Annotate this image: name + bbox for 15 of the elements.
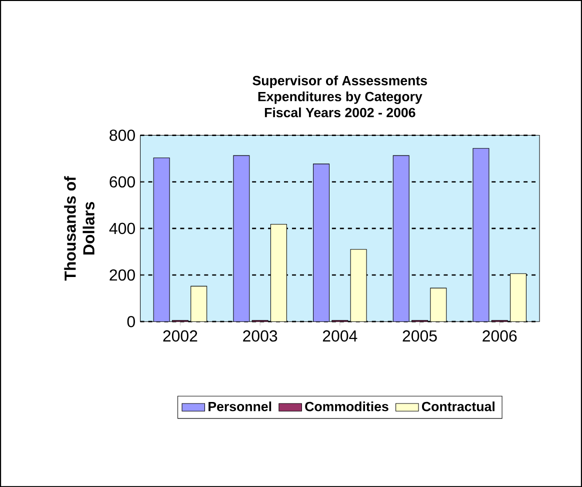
y-axis-title: Thousands of Dollars — [64, 176, 94, 281]
x-tick-label: 2005 — [402, 330, 437, 342]
legend-label: Contractual — [422, 401, 494, 412]
legend-label: Commodities — [305, 401, 388, 412]
legend-label: Personnel — [208, 401, 272, 412]
y-tick-label: 600 — [110, 176, 135, 188]
x-tick-label: 2006 — [482, 330, 517, 342]
x-tick-label: 2004 — [322, 330, 358, 342]
y-tick-label: 800 — [110, 130, 135, 141]
y-tick-label: 0 — [127, 316, 135, 328]
x-tick-label: 2003 — [243, 330, 278, 342]
x-tick-label: 2002 — [163, 330, 198, 342]
chart-title: Supervisor of Assessments Expenditures by Category Fiscal Years 2002 - 2006 — [252, 75, 427, 118]
y-tick-label: 200 — [110, 269, 135, 281]
y-tick-label: 400 — [109, 222, 135, 234]
